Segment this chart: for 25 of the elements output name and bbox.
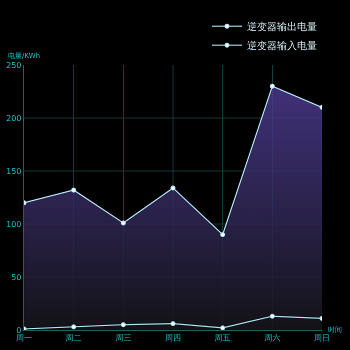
point xyxy=(71,324,76,330)
x-tick-label: 周一 xyxy=(16,334,32,343)
point xyxy=(220,325,226,330)
y-tick-label: 200 xyxy=(6,114,22,123)
legend-label: 逆变器输出电量 xyxy=(247,21,317,34)
legend-label: 逆变器输入电量 xyxy=(247,40,317,52)
point xyxy=(170,321,176,326)
point xyxy=(120,220,126,226)
point xyxy=(71,188,76,193)
x-tick-label: 周二 xyxy=(66,334,82,343)
x-tick-label: 周六 xyxy=(264,334,280,343)
point xyxy=(270,84,275,89)
y-tick-label: 150 xyxy=(6,166,22,176)
x-tick-label: 周日 xyxy=(314,334,330,343)
y-tick-label: 50 xyxy=(11,272,22,282)
x-tick-label: 周五 xyxy=(214,334,231,343)
point xyxy=(170,185,176,190)
point xyxy=(270,314,275,319)
y-tick-label: 0 xyxy=(16,326,22,335)
point xyxy=(120,322,126,328)
y-tick-label: 100 xyxy=(6,220,22,229)
x-tick-label: 周四 xyxy=(165,334,181,343)
point xyxy=(220,232,226,238)
y-tick-label: 250 xyxy=(6,60,22,70)
x-tick-label: 周三 xyxy=(115,334,132,343)
